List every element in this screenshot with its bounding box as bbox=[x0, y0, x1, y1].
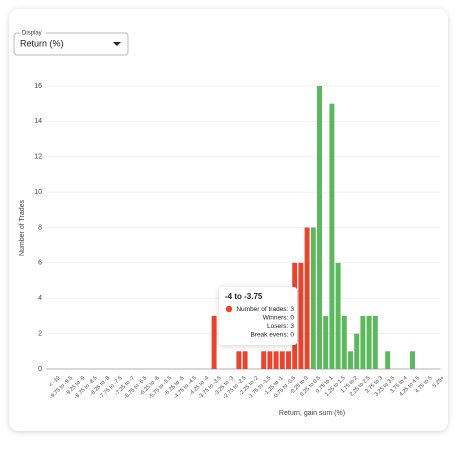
card bbox=[9, 9, 448, 431]
bar bbox=[341, 315, 347, 369]
bar bbox=[242, 351, 248, 369]
bar bbox=[236, 351, 242, 369]
tooltip-row-value: 0 bbox=[290, 331, 294, 338]
tooltip-title: -4 to -3.75 bbox=[225, 292, 263, 301]
y-tick-label: 4 bbox=[38, 295, 42, 302]
y-tick-label: 16 bbox=[34, 83, 42, 90]
bar bbox=[410, 351, 415, 369]
tooltip-row-label: Break evens: bbox=[250, 331, 288, 338]
select-box[interactable] bbox=[13, 32, 129, 56]
bar bbox=[267, 351, 273, 369]
y-tick-label: 10 bbox=[34, 189, 42, 196]
bar bbox=[323, 315, 329, 369]
tooltip-row-value: 3 bbox=[290, 323, 294, 330]
y-tick-label: 6 bbox=[38, 260, 42, 267]
select-value[interactable]: Return (%) bbox=[20, 38, 64, 48]
bar bbox=[366, 315, 372, 369]
select-arrow[interactable] bbox=[113, 42, 121, 46]
bar bbox=[298, 262, 304, 369]
select-label: Display bbox=[22, 31, 42, 37]
tooltip-box bbox=[219, 287, 297, 345]
bar bbox=[304, 227, 310, 369]
tooltip-marker bbox=[225, 305, 233, 313]
bar bbox=[385, 351, 391, 369]
bar bbox=[286, 351, 291, 369]
bar bbox=[211, 315, 217, 369]
tooltip-row: Break evens: 0 bbox=[250, 331, 294, 338]
y-tick-label: 12 bbox=[34, 154, 42, 161]
bar bbox=[335, 262, 341, 369]
y-tick-label: 0 bbox=[38, 366, 42, 373]
tooltip-row-label: Number of trades: bbox=[236, 306, 288, 313]
bar bbox=[372, 315, 378, 369]
y-tick-label: 14 bbox=[34, 118, 42, 125]
bar bbox=[279, 351, 285, 369]
display-select[interactable]: Display Return (%) bbox=[13, 29, 129, 56]
bar bbox=[354, 333, 360, 369]
bar bbox=[261, 351, 267, 369]
tooltip-row-label: Losers: bbox=[267, 323, 289, 330]
tooltip-row-value: 0 bbox=[290, 314, 294, 321]
bar bbox=[348, 351, 353, 369]
y-tick-label: 2 bbox=[38, 330, 42, 337]
tooltip-row: Number of trades: 3 bbox=[236, 306, 294, 313]
bar bbox=[329, 103, 335, 369]
y-tick-label: 8 bbox=[38, 224, 42, 231]
x-axis-title: Return, gain sum (%) bbox=[279, 410, 345, 417]
bar bbox=[273, 351, 279, 369]
bar bbox=[360, 315, 366, 369]
select-label-bg bbox=[20, 29, 46, 37]
tooltip-row: Losers: 3 bbox=[267, 323, 294, 330]
y-axis-title: Number of Trades bbox=[19, 199, 26, 256]
tooltip-row-label: Winners: bbox=[263, 314, 289, 321]
tooltip-row-value: 3 bbox=[290, 306, 294, 313]
bar bbox=[317, 86, 322, 369]
bar bbox=[310, 227, 316, 369]
tooltip-row: Winners: 0 bbox=[263, 314, 295, 321]
